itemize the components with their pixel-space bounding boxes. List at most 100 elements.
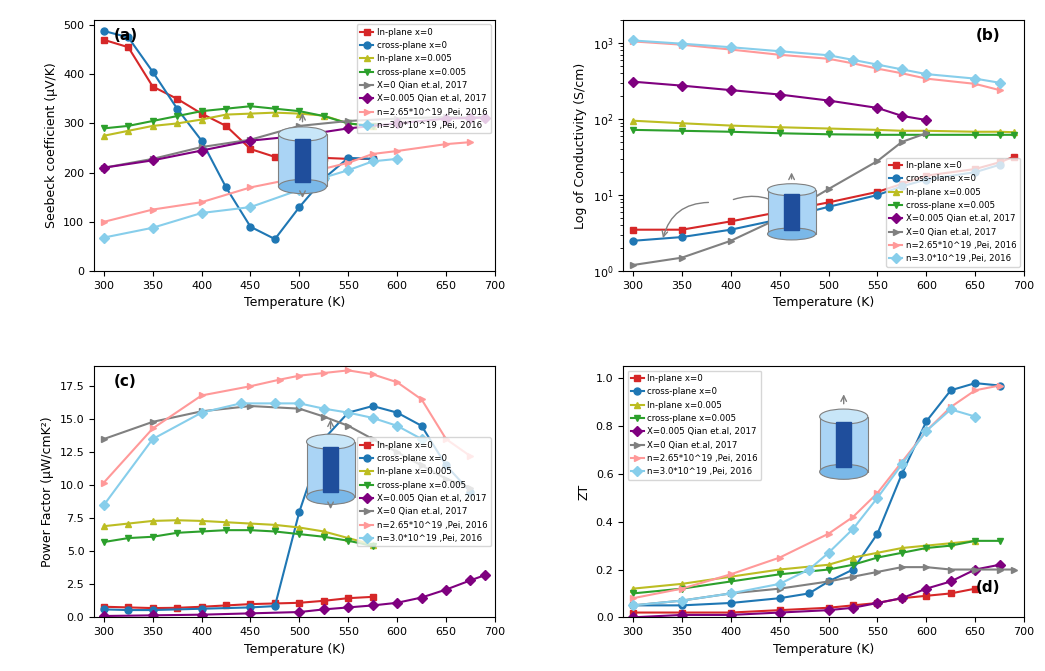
cross-plane x=0: [122, 606, 135, 614]
Line: cross-plane x=0.005: cross-plane x=0.005: [100, 527, 376, 550]
n=3.0*10^19 ,Pei, 2016: [367, 157, 379, 165]
X=0 Qian et.al, 2017: [872, 157, 884, 165]
X=0.005 Qian et.al, 2017: [872, 599, 884, 607]
X=0 Qian et.al, 2017: [464, 484, 477, 492]
X=0 Qian et.al, 2017: [146, 155, 159, 163]
cross-plane x=0.005: [367, 542, 379, 550]
n=2.65*10^19 ,Pei, 2016: [245, 183, 257, 191]
Y-axis label: ZT: ZT: [577, 484, 590, 500]
cross-plane x=0: [440, 462, 452, 470]
Line: In-plane x=0.005: In-plane x=0.005: [100, 109, 376, 139]
X=0.005 Qian et.al, 2017: [724, 611, 737, 619]
cross-plane x=0.005: [676, 584, 689, 592]
X=0.005 Qian et.al, 2017: [318, 605, 330, 613]
cross-plane x=0.005: [872, 554, 884, 562]
n=2.65*10^19 ,Pei, 2016: [994, 86, 1006, 94]
Line: cross-plane x=0.005: cross-plane x=0.005: [629, 537, 1003, 597]
n=2.65*10^19 ,Pei, 2016: [773, 554, 786, 562]
X=0 Qian et.al, 2017: [440, 113, 452, 121]
In-plane x=0.005: [896, 544, 908, 552]
In-plane x=0: [318, 597, 330, 605]
In-plane x=0: [97, 36, 110, 44]
Line: n=3.0*10^19 ,Pei, 2016: n=3.0*10^19 ,Pei, 2016: [629, 406, 979, 609]
X=0.005 Qian et.al, 2017: [627, 78, 640, 86]
X-axis label: Temperature (K): Temperature (K): [773, 297, 875, 309]
n=3.0*10^19 ,Pei, 2016: [773, 47, 786, 55]
Line: n=2.65*10^19 ,Pei, 2016: n=2.65*10^19 ,Pei, 2016: [629, 382, 1003, 602]
cross-plane x=0: [195, 137, 208, 145]
In-plane x=0: [293, 599, 305, 607]
Line: In-plane x=0: In-plane x=0: [629, 153, 1018, 233]
In-plane x=0: [676, 225, 689, 234]
In-plane x=0: [773, 606, 786, 614]
cross-plane x=0.005: [969, 537, 981, 545]
cross-plane x=0: [97, 27, 110, 35]
Line: n=3.0*10^19 ,Pei, 2016: n=3.0*10^19 ,Pei, 2016: [629, 37, 1003, 87]
X=0.005 Qian et.al, 2017: [195, 146, 208, 154]
n=3.0*10^19 ,Pei, 2016: [822, 549, 835, 557]
n=3.0*10^19 ,Pei, 2016: [195, 409, 208, 417]
X=0.005 Qian et.al, 2017: [773, 91, 786, 99]
In-plane x=0.005: [171, 119, 184, 127]
Legend: In-plane x=0, cross-plane x=0, In-plane x=0.005, cross-plane x=0.005, X=0 Qian e: In-plane x=0, cross-plane x=0, In-plane …: [356, 24, 491, 134]
n=3.0*10^19 ,Pei, 2016: [945, 405, 957, 413]
X=0 Qian et.al, 2017: [627, 601, 640, 609]
cross-plane x=0.005: [969, 131, 981, 139]
In-plane x=0.005: [969, 537, 981, 545]
X-axis label: Temperature (K): Temperature (K): [773, 643, 875, 656]
In-plane x=0.005: [367, 541, 379, 549]
In-plane x=0: [1008, 152, 1021, 160]
cross-plane x=0: [245, 223, 257, 231]
cross-plane x=0.005: [367, 122, 379, 130]
X=0 Qian et.al, 2017: [293, 122, 305, 130]
In-plane x=0.005: [195, 517, 208, 525]
Line: X=0 Qian et.al, 2017: X=0 Qian et.al, 2017: [100, 113, 489, 171]
cross-plane x=0: [969, 379, 981, 387]
X=0.005 Qian et.al, 2017: [920, 584, 932, 592]
cross-plane x=0.005: [245, 526, 257, 534]
Line: cross-plane x=0.005: cross-plane x=0.005: [100, 103, 376, 132]
X=0.005 Qian et.al, 2017: [676, 82, 689, 90]
cross-plane x=0: [773, 595, 786, 603]
cross-plane x=0.005: [122, 534, 135, 542]
X=0.005 Qian et.al, 2017: [872, 104, 884, 112]
n=3.0*10^19 ,Pei, 2016: [724, 43, 737, 51]
X=0 Qian et.al, 2017: [920, 130, 932, 138]
X=0 Qian et.al, 2017: [318, 413, 330, 421]
cross-plane x=0.005: [269, 105, 281, 113]
X=0 Qian et.al, 2017: [464, 113, 477, 121]
X=0.005 Qian et.al, 2017: [146, 611, 159, 619]
In-plane x=0.005: [367, 122, 379, 130]
In-plane x=0: [318, 154, 330, 162]
cross-plane x=0: [920, 417, 932, 425]
cross-plane x=0: [724, 599, 737, 607]
Text: (a): (a): [114, 28, 138, 43]
cross-plane x=0: [245, 603, 257, 611]
n=3.0*10^19 ,Pei, 2016: [994, 79, 1006, 87]
X=0.005 Qian et.al, 2017: [822, 97, 835, 105]
In-plane x=0: [627, 225, 640, 234]
In-plane x=0.005: [245, 109, 257, 117]
cross-plane x=0: [994, 382, 1006, 390]
In-plane x=0.005: [627, 584, 640, 592]
cross-plane x=0: [896, 470, 908, 478]
In-plane x=0.005: [171, 516, 184, 524]
n=3.0*10^19 ,Pei, 2016: [803, 566, 815, 574]
n=2.65*10^19 ,Pei, 2016: [773, 51, 786, 59]
n=2.65*10^19 ,Pei, 2016: [994, 382, 1006, 390]
X=0 Qian et.al, 2017: [822, 185, 835, 193]
In-plane x=0.005: [195, 115, 208, 123]
n=3.0*10^19 ,Pei, 2016: [342, 166, 354, 174]
X=0.005 Qian et.al, 2017: [464, 114, 477, 122]
X=0 Qian et.al, 2017: [724, 237, 737, 245]
n=3.0*10^19 ,Pei, 2016: [415, 435, 427, 443]
n=2.65*10^19 ,Pei, 2016: [342, 159, 354, 167]
n=2.65*10^19 ,Pei, 2016: [391, 147, 403, 155]
X=0 Qian et.al, 2017: [773, 214, 786, 222]
n=2.65*10^19 ,Pei, 2016: [274, 376, 286, 384]
n=2.65*10^19 ,Pei, 2016: [846, 513, 859, 521]
In-plane x=0.005: [342, 534, 354, 542]
cross-plane x=0.005: [627, 126, 640, 134]
cross-plane x=0: [627, 601, 640, 609]
Line: X=0 Qian et.al, 2017: X=0 Qian et.al, 2017: [629, 130, 930, 268]
